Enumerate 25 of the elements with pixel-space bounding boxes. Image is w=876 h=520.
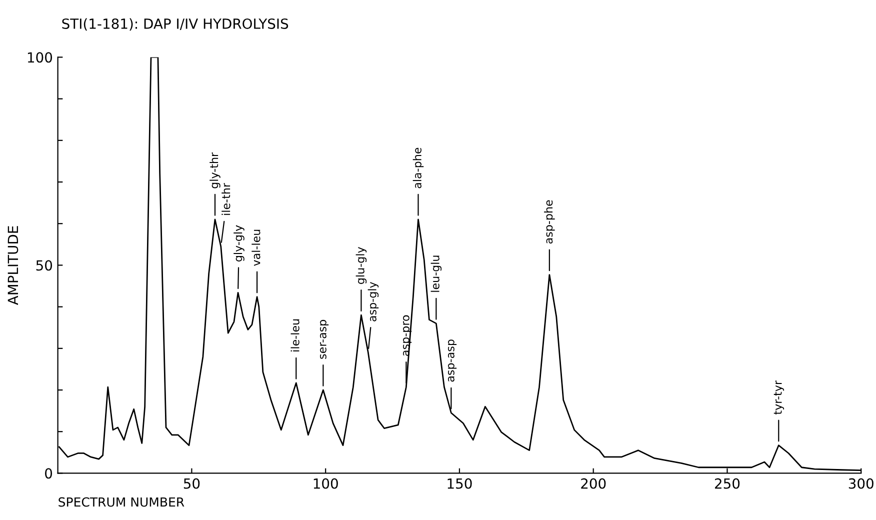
x-tick-label: 250: [714, 478, 740, 489]
annotation: ile-thr: [222, 182, 230, 215]
x-tick-label: 150: [448, 478, 472, 489]
annotation: ile-leu: [290, 319, 300, 352]
x-tick-label: 50: [184, 478, 200, 489]
annotation: asp-gly: [368, 282, 379, 322]
annotation: glu-gly: [356, 246, 367, 284]
x-axis-title: SPECTRUM NUMBER: [58, 497, 184, 507]
y-tick-label: 0: [45, 468, 52, 479]
chart-title: STI(1-181): DAP I/IV HYDROLYSIS: [62, 18, 288, 31]
annotation: asp-phe: [544, 200, 555, 244]
annotation: asp-asp: [448, 340, 457, 382]
x-tick-label: 100: [314, 478, 338, 489]
annotation: ser-asp: [320, 320, 329, 359]
y-tick-label: 100: [28, 52, 52, 63]
annotation: ala-phe: [412, 148, 424, 188]
y-tick-label: 50: [36, 260, 52, 271]
annotation: leu-glu: [430, 256, 442, 292]
annotation: gly-gly: [234, 225, 244, 262]
y-axis-title: AMPLITUDE: [8, 226, 18, 305]
annotation: tyr-tyr: [774, 380, 784, 414]
x-tick-label: 300: [848, 478, 874, 489]
x-tick-label: 200: [581, 478, 606, 489]
annotation: val-leu: [252, 230, 260, 266]
annotation: gly-thr: [210, 152, 220, 188]
